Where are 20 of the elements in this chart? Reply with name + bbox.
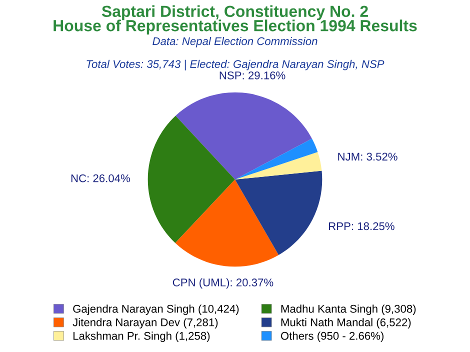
pie-slice — [176, 92, 312, 180]
pie-slice — [148, 116, 235, 243]
pie-slice — [235, 138, 318, 180]
legend-label: Jitendra Narayan Dev (7,281) — [72, 318, 218, 328]
pie-slice — [235, 152, 322, 180]
data-label: RPP: 18.25% — [329, 222, 394, 230]
chart-title: Saptari District, Constituency No. 2 House of Representatives Election 1994 Results — [54, 5, 417, 34]
text: Data: Nepal Election Commission — [152, 36, 318, 48]
data-label: NC: 26.04% — [71, 174, 130, 182]
data-label: NSP: 29.16% — [220, 71, 286, 80]
pie-slice — [235, 170, 322, 255]
legend-label: Madhu Kanta Singh (9,308) — [281, 304, 416, 315]
pie-slice — [175, 180, 279, 267]
data-label: NJM: 3.52% — [338, 152, 398, 161]
chart-subtitle: Total Votes: 35,743 | Elected: Gajendra Narayan Singh, NSP — [86, 60, 384, 70]
legend-label: Gajendra Narayan Singh (10,424) — [73, 304, 239, 315]
data-label: CPN (UML): 20.37% — [172, 278, 274, 289]
legend-label: Others (950 - 2.66%) — [280, 332, 384, 342]
legend-label: Lakshman Pr. Singh (1,258) — [73, 332, 210, 342]
legend-label: Mukti Nath Mandal (6,522) — [281, 318, 411, 328]
